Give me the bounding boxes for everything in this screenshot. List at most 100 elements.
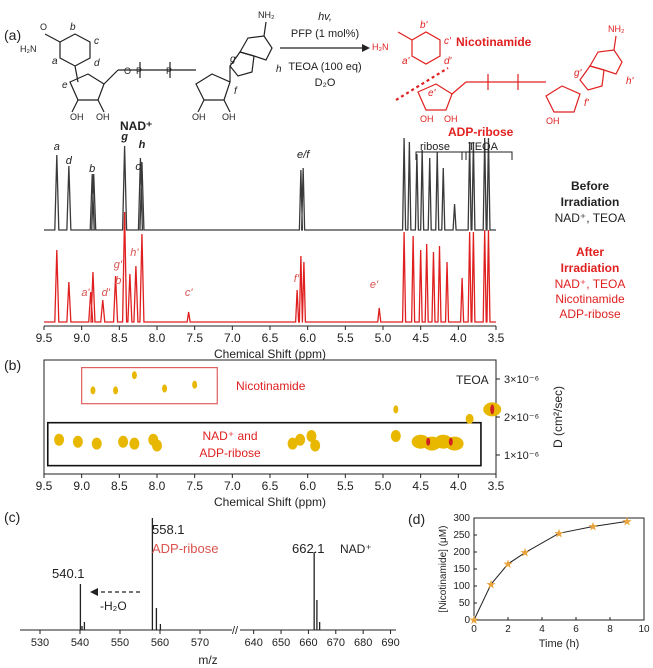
product-oh-1: OH — [420, 114, 434, 124]
product-oh-3: OH — [546, 116, 560, 126]
ms-x-tick-label: 570 — [191, 637, 209, 649]
dosy-frame — [43, 359, 497, 475]
nmr-x-tick-label: 7.0 — [224, 331, 241, 345]
nmr-x-tick-label: 5.0 — [375, 331, 392, 345]
kinetics-y-tick-label: 50 — [459, 598, 471, 609]
kinetics-y-tick-label: 0 — [464, 615, 470, 626]
condition-solvent: D₂O — [315, 77, 336, 89]
after-sub-2: Nicotinamide — [555, 292, 625, 306]
kinetics-point: ★ — [622, 514, 633, 528]
kinetics-series-line — [473, 520, 628, 621]
ms-x-tick-label: 640 — [245, 637, 263, 649]
dosy-x-tick-label: 4.5 — [412, 479, 429, 493]
kinetics-point: ★ — [520, 546, 531, 560]
dosy-x-tick-label: 7.5 — [186, 479, 203, 493]
before-irradiation-trace — [44, 137, 496, 231]
ms-axis-break: // — [232, 625, 239, 637]
before-sub: NAD⁺, TEOA — [555, 211, 626, 225]
nad-name: NAD⁺ — [120, 119, 152, 133]
dosy-x-label: Chemical Shift (ppm) — [214, 495, 326, 509]
nad-adp-box — [46, 421, 482, 467]
teoa-label: TEOA — [468, 141, 499, 153]
dosy-x-tick-label: 8.5 — [111, 479, 128, 493]
peak-label-before: h — [139, 139, 146, 151]
nad-atom-labels: b c a d e f g h — [52, 22, 282, 97]
after-sub-3: ADP-ribose — [559, 307, 621, 321]
peak-label-before: a — [54, 141, 60, 153]
atom-label-b: b — [70, 22, 76, 33]
atom-label-e-prime: e' — [428, 88, 437, 99]
amine-group-text: NH₂ — [258, 10, 275, 20]
product-adp-ribose-label: ADP-ribose — [448, 125, 514, 139]
kinetics-y-tick-label: 150 — [453, 564, 470, 575]
after-spectrum-title: After Irradiation NAD⁺, TEOA Nicotinamid… — [555, 245, 626, 321]
water-loss-label: -H₂O — [100, 599, 127, 613]
dosy-spot — [295, 433, 306, 446]
dosy-spot-core — [426, 437, 431, 446]
dosy-spot — [118, 435, 129, 448]
dosy-spot — [91, 437, 102, 450]
dosy-spot — [152, 439, 162, 452]
product-atom-text: H₂N OH OH OH NH₂ — [372, 24, 625, 126]
kinetics-x-tick-label: 10 — [638, 624, 650, 635]
dosy-x-tick-label: 9.0 — [73, 479, 90, 493]
dosy-y-tick-label: 3×10⁻⁶ — [504, 374, 539, 386]
dosy-spot — [310, 439, 321, 452]
ms-peak-662: 662.1 — [292, 541, 325, 556]
dosy-x-tick-label: 9.5 — [36, 479, 53, 493]
after-irradiation-trace — [44, 211, 496, 323]
dosy-spot — [131, 371, 137, 380]
condition-hv: hv, — [318, 11, 332, 23]
ribose-oh-left-text: OH — [70, 112, 84, 122]
dosy-x-tick-label: 8.0 — [149, 479, 166, 493]
product-amide-text: H₂N — [372, 42, 389, 52]
dosy-spot — [465, 413, 474, 424]
nmr-x-tick-label: 5.5 — [337, 331, 354, 345]
ms-x-tick-label: 660 — [299, 637, 317, 649]
teoa-spot-core — [490, 404, 495, 415]
dosy-spot — [72, 435, 83, 448]
dosy-nad-label-2: ADP-ribose — [199, 446, 261, 460]
dosy-spot-core — [448, 437, 453, 446]
dosy-x-tick-label: 3.5 — [488, 479, 505, 493]
condition-teoa: TEOA (100 eq) — [288, 61, 361, 73]
dosy-spot — [162, 384, 168, 393]
nmr-x-tick-label: 8.0 — [149, 331, 166, 345]
panel-a-label: (a) — [4, 27, 21, 43]
peak-label-after: h' — [130, 247, 139, 259]
kinetics-y-tick-label: 100 — [453, 581, 470, 592]
adenosine-oh-right-text: OH — [222, 112, 236, 122]
kinetics-y-label: [Nicotinamide] (μM) — [438, 526, 449, 613]
dosy-nicotinamide-label: Nicotinamide — [236, 379, 306, 393]
nicotinamide-box — [81, 367, 218, 405]
condition-catalyst: PFP (1 mol%) — [291, 28, 359, 40]
nmr-x-label: Chemical Shift (ppm) — [214, 347, 326, 361]
dosy-teoa-label: TEOA — [456, 373, 489, 387]
ms-x-tick-label: 560 — [151, 637, 169, 649]
atom-label-f-prime: f' — [584, 98, 590, 109]
dosy-nad-label-1: NAD⁺ and — [202, 429, 257, 443]
ms-x-tick-label: 690 — [381, 637, 399, 649]
peak-label-after: a' — [81, 287, 90, 299]
dosy-spot — [54, 433, 65, 446]
product-nicotinamide-label: Nicotinamide — [456, 35, 532, 49]
nmr-x-tick-label: 9.5 — [36, 331, 53, 345]
phosphate-o-text: O — [124, 66, 131, 76]
reaction-arrowhead — [362, 44, 370, 52]
atom-label-g-prime: g' — [574, 68, 583, 79]
kinetics-point: ★ — [486, 577, 497, 591]
kinetics-x-tick-label: 8 — [607, 624, 613, 635]
adenosine-oh-left-text: OH — [192, 112, 206, 122]
kinetics-y-tick-label: 250 — [453, 530, 470, 541]
atom-label-f: f — [234, 86, 238, 97]
peak-label-after: e' — [370, 279, 379, 291]
nmr-x-tick-label: 9.0 — [73, 331, 90, 345]
kinetics-x-tick-label: 0 — [471, 624, 477, 635]
peak-label-after: c' — [185, 287, 194, 299]
kinetics-y-tick-label: 200 — [453, 547, 470, 558]
dosy-spot — [287, 437, 298, 450]
dosy-x-tick-label: 6.5 — [262, 479, 279, 493]
atom-label-g: g — [230, 54, 236, 65]
nmr-x-tick-label: 8.5 — [111, 331, 128, 345]
